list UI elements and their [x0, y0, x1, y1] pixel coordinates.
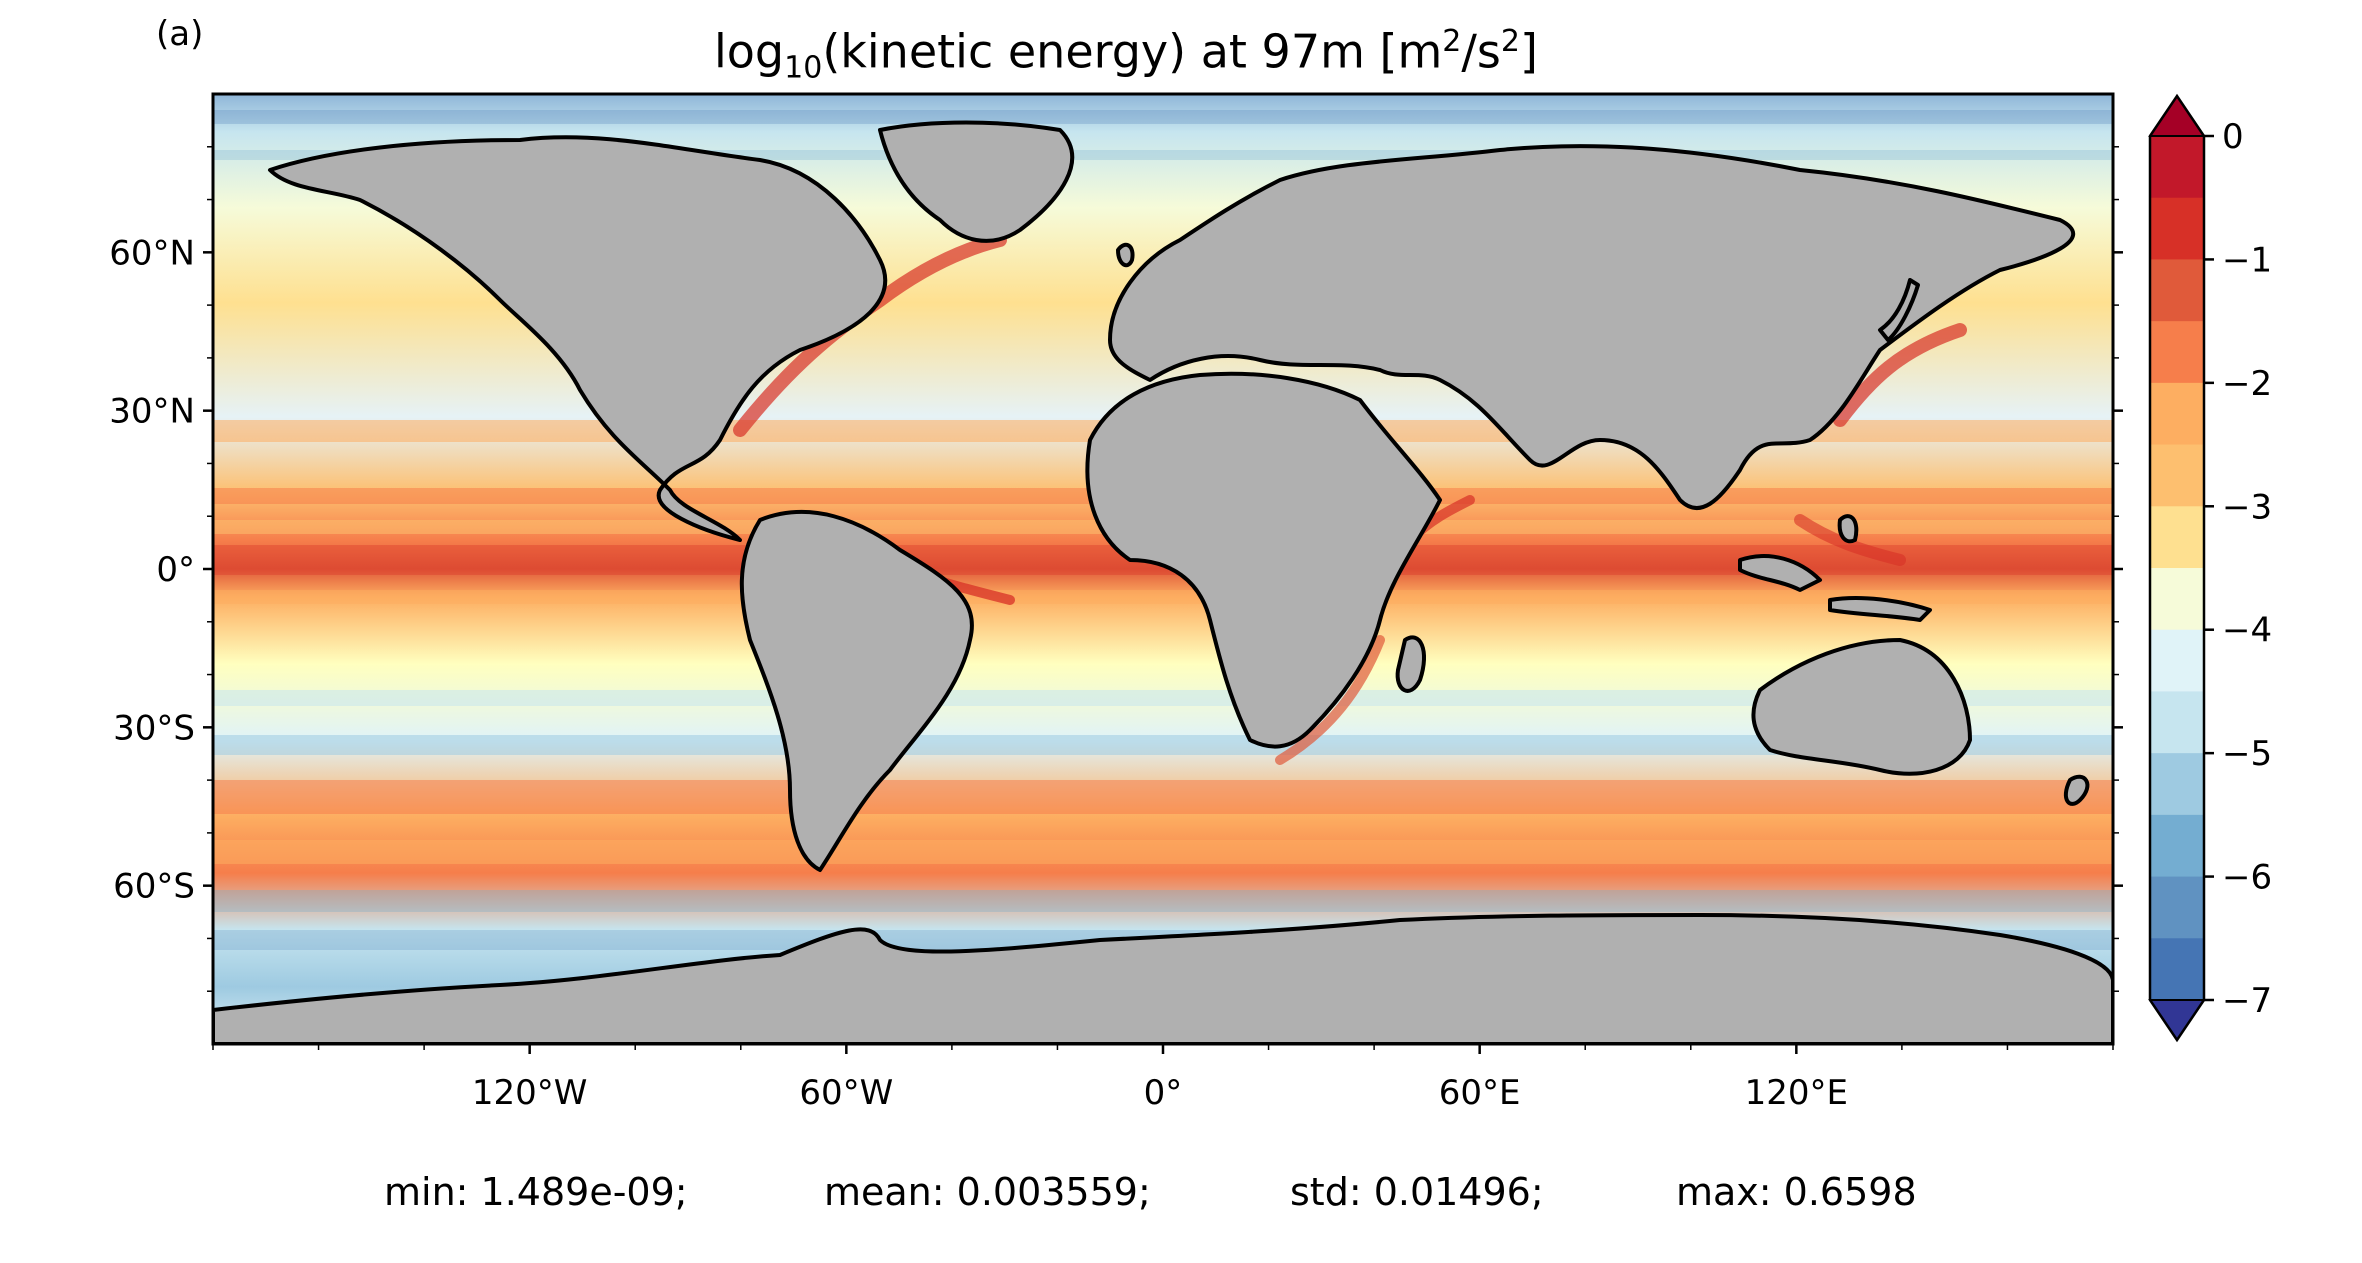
eurasia — [1108, 144, 2076, 511]
map-title: log10(kinetic energy) at 97m [m2/s2] — [714, 24, 1538, 86]
colorbar-segment — [2150, 938, 2204, 1001]
colorbar-tick-label: −5 — [2222, 734, 2272, 774]
colorbar-tick-label: 0 — [2222, 117, 2244, 157]
colorbar-segment — [2150, 753, 2204, 816]
colorbar-segment — [2150, 814, 2204, 878]
colorbar-segment — [2150, 876, 2204, 939]
colorbar-segment — [2150, 321, 2204, 384]
land-masses — [213, 120, 2113, 1044]
colorbar-segment — [2150, 691, 2204, 754]
greenland — [878, 120, 1075, 243]
lat-tick-label: 0° — [156, 550, 195, 590]
stat-mean: mean: 0.003559; — [824, 1170, 1151, 1214]
colorbar-extend-min — [2148, 999, 2206, 1042]
colorbar-tick-label: −6 — [2222, 858, 2272, 898]
colorbar-segment — [2150, 444, 2204, 507]
madagascar — [1395, 635, 1426, 693]
antarctica — [213, 913, 2113, 1044]
lon-tick-label: 0° — [1144, 1073, 1183, 1113]
lon-tick-label: 60°E — [1439, 1073, 1521, 1113]
colorbar-segment — [2150, 136, 2204, 199]
colorbar-segment — [2150, 629, 2204, 693]
lon-tick-label: 120°E — [1745, 1073, 1848, 1113]
colorbar-tick-label: −7 — [2222, 981, 2272, 1021]
australia — [1751, 638, 1972, 776]
lat-tick-label: 30°S — [113, 708, 195, 748]
indonesia-islands — [1738, 514, 1932, 622]
africa — [1085, 371, 1442, 749]
colorbar-segment — [2150, 506, 2204, 569]
stat-min: min: 1.489e-09; — [384, 1170, 688, 1214]
colorbar-tick-label: −1 — [2222, 240, 2272, 280]
south-america — [739, 510, 974, 872]
colorbar-segment — [2150, 568, 2204, 631]
new-zealand — [2063, 774, 2090, 806]
lon-tick-label: 120°W — [472, 1073, 588, 1113]
panel-label: (a) — [156, 14, 204, 54]
colorbar-tick-label: −2 — [2222, 364, 2272, 404]
japan — [1878, 278, 1920, 342]
longitude-axis: 120°W 60°W 0° 60°E 120°E — [212, 1044, 2114, 1113]
lat-tick-label: 60°N — [109, 233, 195, 273]
north-america — [268, 135, 888, 542]
lat-tick-label: 60°S — [113, 867, 195, 907]
colorbar-extend-max — [2148, 94, 2206, 137]
map-area — [213, 94, 2113, 1044]
stat-max: max: 0.6598 — [1676, 1170, 1917, 1214]
colorbar-tick-label: −3 — [2222, 487, 2272, 527]
colorbar-segment — [2150, 382, 2204, 446]
british-isles — [1116, 242, 1135, 268]
colorbar-segment — [2150, 259, 2204, 322]
lon-tick-label: 60°W — [799, 1073, 893, 1113]
colorbar-tick-label: −4 — [2222, 611, 2272, 651]
stat-std: std: 0.01496; — [1290, 1170, 1544, 1214]
colorbar: 0 −1 −2 −3 −4 −5 −6 −7 — [2148, 93, 2272, 1043]
latitude-axis: 60°N 30°N 0° 30°S 60°S — [109, 146, 2123, 992]
colorbar-segment — [2150, 197, 2204, 261]
lat-tick-label: 30°N — [109, 392, 195, 432]
